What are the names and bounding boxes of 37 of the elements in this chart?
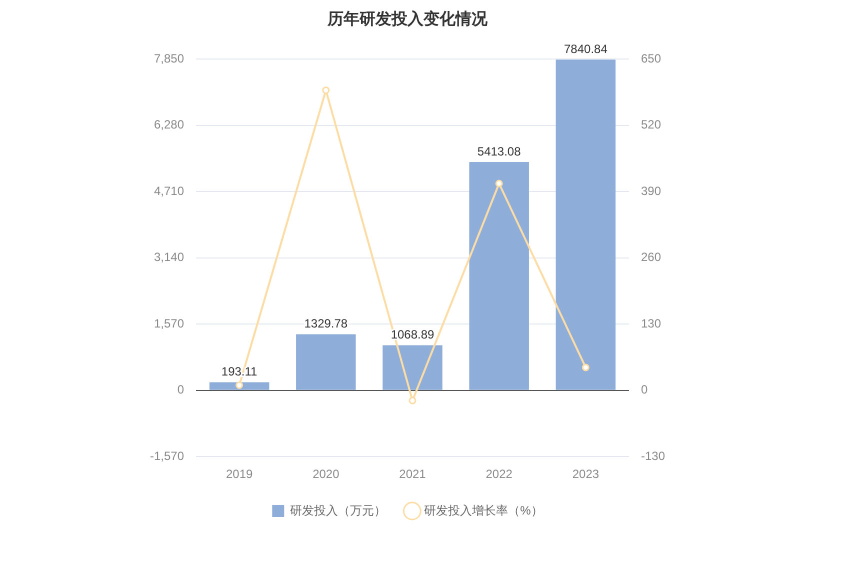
point xyxy=(582,364,590,372)
point xyxy=(408,396,416,404)
data-label: 5413.08 xyxy=(477,144,522,158)
y2-tick-label: 260 xyxy=(640,250,662,264)
data-label: 193.11 xyxy=(221,364,258,379)
point xyxy=(236,382,244,390)
legend-label: 研发投入（万元） xyxy=(290,503,386,518)
data-label: 1068.89 xyxy=(390,328,435,342)
y-tick-label: 1,570 xyxy=(154,316,184,330)
y2-tick-label: 650 xyxy=(640,52,662,66)
x-tick-label: 2020 xyxy=(312,467,340,482)
y2-tick-label: 390 xyxy=(640,184,662,198)
bar xyxy=(209,382,270,390)
point xyxy=(322,86,330,94)
y2-tick-label: 520 xyxy=(640,118,662,132)
point xyxy=(495,180,503,188)
y-tick-label: 3,140 xyxy=(154,250,184,264)
x-tick-label: 2022 xyxy=(486,467,513,482)
bar xyxy=(469,162,529,390)
x-tick-label: 2021 xyxy=(399,467,426,482)
legend-label: 研发投入增长率（%） xyxy=(424,503,543,518)
y2-tick-label: 130 xyxy=(640,316,662,330)
x-tick-label: 2023 xyxy=(572,467,600,482)
data-label: 7840.84 xyxy=(564,42,608,56)
x-tick-label: 2019 xyxy=(226,467,253,482)
bar xyxy=(296,334,356,390)
y-tick-label: 0 xyxy=(177,382,184,397)
y-tick-label: 7,850 xyxy=(154,52,184,66)
y2-tick-label: -130 xyxy=(640,448,666,463)
bar xyxy=(382,345,442,390)
data-label: 1329.78 xyxy=(304,316,348,331)
y-tick-label: 4,710 xyxy=(154,184,184,198)
y2-tick-label: 0 xyxy=(640,382,648,397)
y-tick-label: -1,570 xyxy=(150,448,184,463)
chart-title: 历年研发投入变化情况 xyxy=(326,10,488,28)
bar xyxy=(556,60,616,390)
y-tick-label: 6,280 xyxy=(154,118,184,132)
